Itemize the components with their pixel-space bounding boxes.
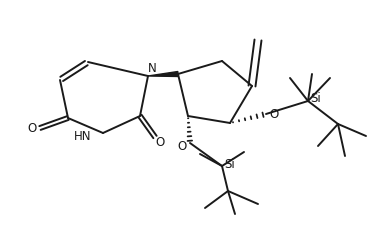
Text: Si: Si (311, 93, 321, 105)
Polygon shape (148, 72, 178, 76)
Text: Si: Si (225, 157, 235, 170)
Text: HN: HN (74, 131, 91, 143)
Text: N: N (148, 62, 156, 75)
Text: O: O (177, 139, 187, 152)
Text: O: O (155, 136, 165, 149)
Text: O: O (27, 122, 37, 135)
Text: O: O (269, 109, 279, 122)
